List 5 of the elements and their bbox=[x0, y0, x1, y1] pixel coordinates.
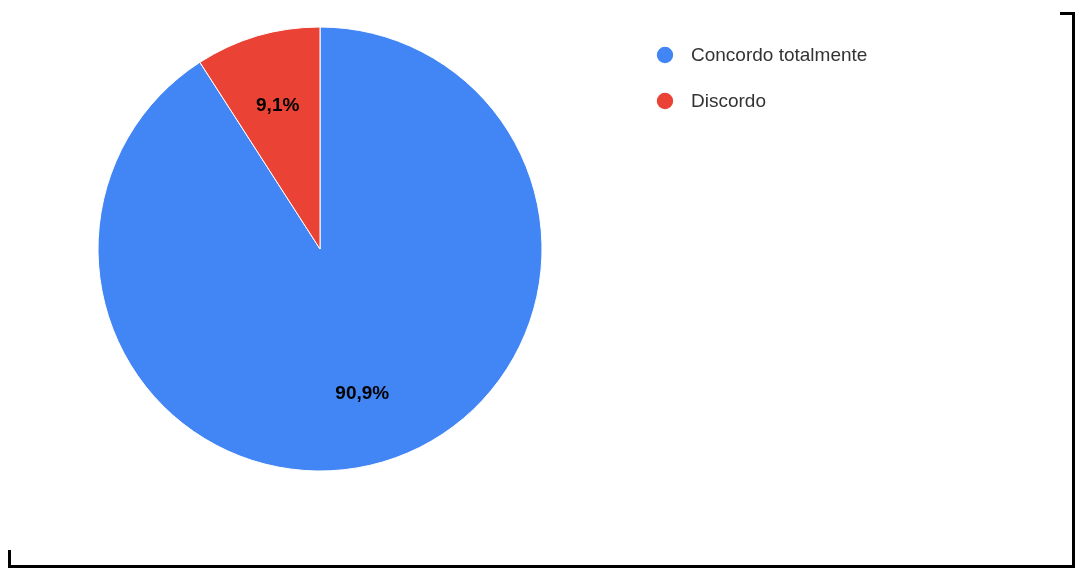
data-label: 90,9% bbox=[335, 381, 390, 403]
legend-label: Concordo totalmente bbox=[691, 44, 868, 65]
pie-slice bbox=[97, 26, 543, 472]
data-label: 9,1% bbox=[256, 94, 300, 116]
legend-label: Discordo bbox=[691, 90, 766, 111]
